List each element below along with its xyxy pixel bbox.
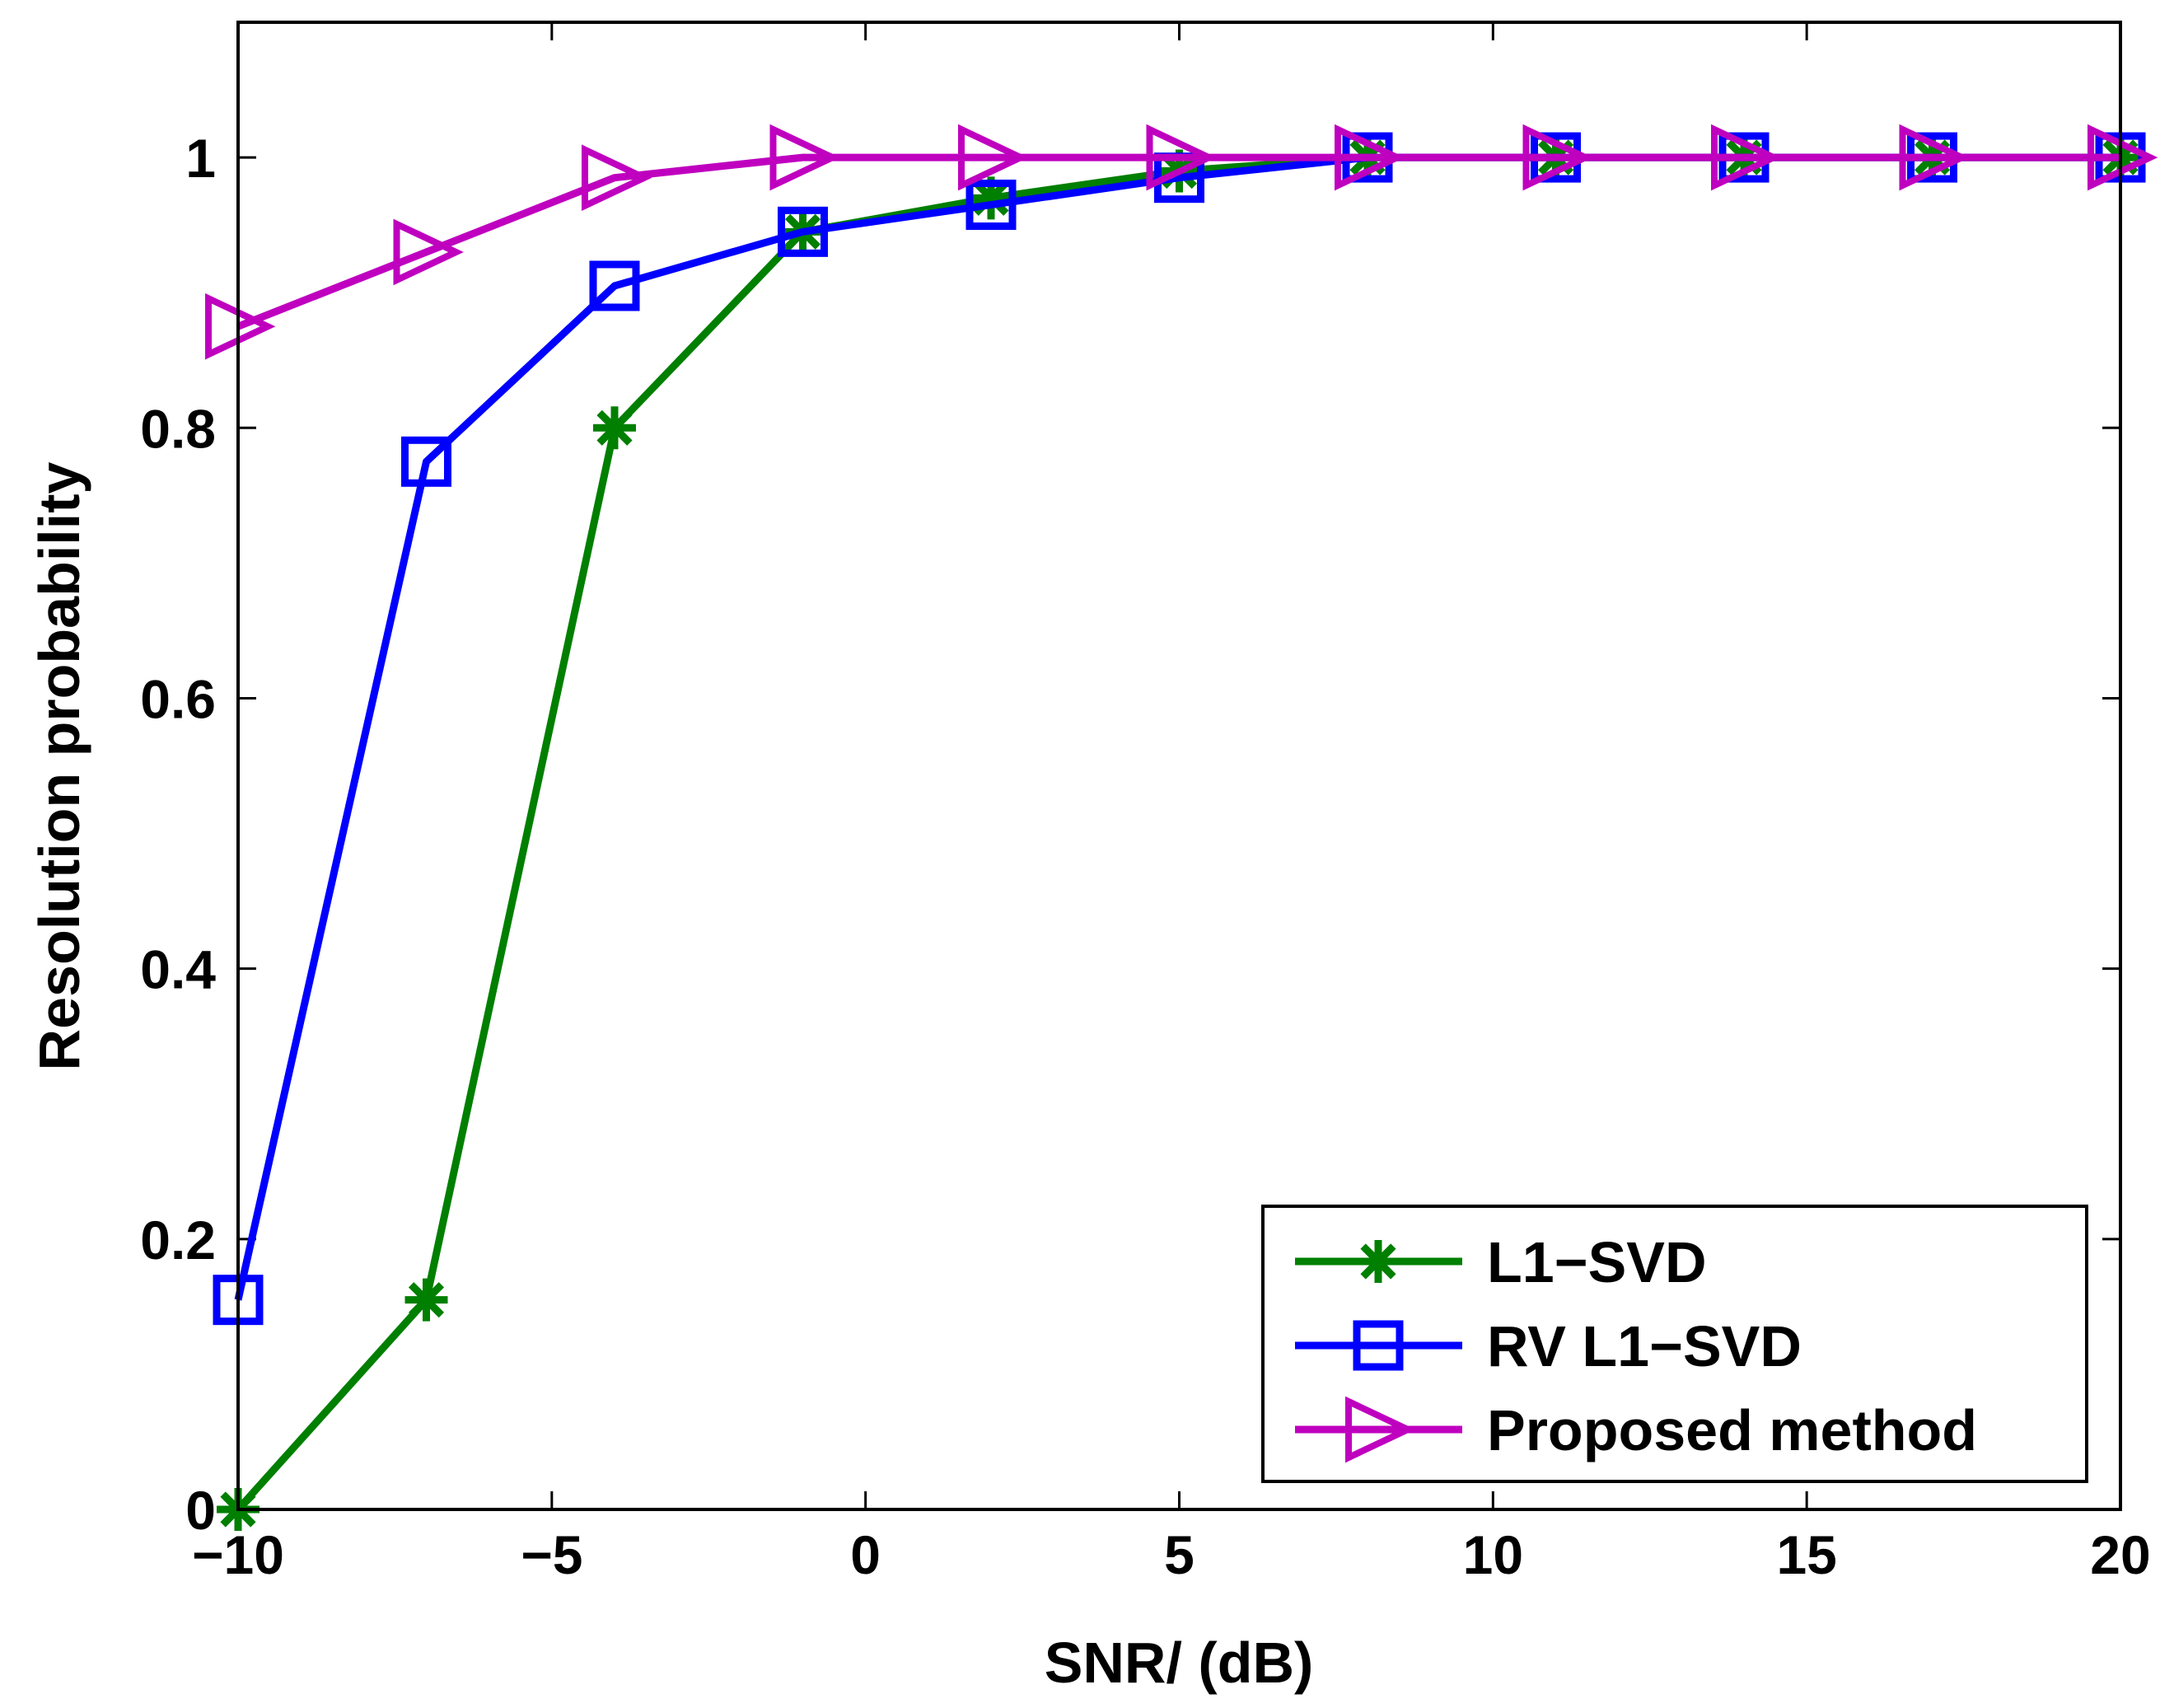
series-2 [205,124,2158,360]
y-tick-label: 0.4 [140,939,216,1000]
legend-marker [1357,1240,1400,1283]
legend-label: RV L1−SVD [1487,1314,1802,1378]
x-tick-label: 0 [850,1524,881,1585]
data-point [778,206,828,257]
data-point [393,218,464,286]
y-tick-label: 0.2 [140,1210,216,1270]
data-point [582,144,652,212]
legend-entry: Proposed method [1295,1396,1977,1463]
x-tick-label: 10 [1463,1524,1523,1585]
legend-items: L1−SVD RV L1−SVD Proposed method [1295,1230,1977,1463]
series-line [236,153,2120,330]
y-tick-label: 0.6 [140,668,216,729]
plot-frame [236,21,2122,1511]
x-tick-label: −10 [192,1524,284,1585]
legend-label: Proposed method [1487,1398,1977,1462]
y-tick-label: 0 [185,1480,216,1541]
x-tick-label: 15 [1776,1524,1836,1585]
data-point [1522,124,1593,191]
y-tick-label: 1 [185,128,216,189]
x-tick-labels: −10 −5 0 5 10 15 20 [192,1524,2151,1585]
data-point [401,436,451,487]
data-point [1146,124,1217,191]
legend-marker [1345,1396,1416,1463]
data-point [965,180,1017,231]
data-point [769,124,840,191]
legend-entry: RV L1−SVD [1295,1314,1802,1378]
y-tick-labels: 0 0.2 0.4 0.6 0.8 1 [140,128,216,1541]
legend: L1−SVD RV L1−SVD Proposed method [1261,1205,2088,1483]
data-point [404,1278,448,1322]
x-tick-label: 20 [2090,1524,2150,1585]
data-point [589,260,640,311]
y-tick-label: 0.8 [140,398,216,459]
legend-entry: L1−SVD [1295,1230,1707,1294]
data-point [593,406,636,450]
x-tick-label: −5 [521,1524,582,1585]
data-point [1899,124,1970,191]
x-tick-label: 5 [1164,1524,1195,1585]
y-axis-title: Resolution probability [27,461,91,1070]
data-point [1335,124,1405,191]
data-point [958,124,1029,191]
x-axis-title: SNR/ (dB) [1045,1631,1314,1695]
legend-label: L1−SVD [1487,1230,1707,1294]
series-layer [205,124,2158,1531]
data-point [1711,124,1782,191]
legend-marker [1353,1320,1404,1371]
